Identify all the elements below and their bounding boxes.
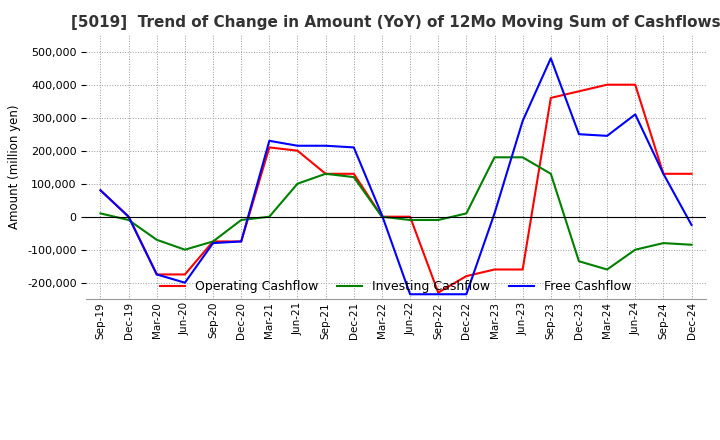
Free Cashflow (293, 143, 302, 148)
Free Cashflow (321, 143, 330, 148)
Operating Cashflow (575, 88, 583, 94)
Legend: Operating Cashflow, Investing Cashflow, Free Cashflow: Operating Cashflow, Investing Cashflow, … (156, 275, 636, 298)
Operating Cashflow (293, 148, 302, 153)
Operating Cashflow (237, 239, 246, 244)
Investing Cashflow (265, 214, 274, 220)
Operating Cashflow (349, 171, 358, 176)
Investing Cashflow (518, 154, 527, 160)
Investing Cashflow (237, 217, 246, 223)
Free Cashflow (546, 55, 555, 61)
Investing Cashflow (293, 181, 302, 187)
Free Cashflow (349, 145, 358, 150)
Operating Cashflow (434, 290, 443, 295)
Operating Cashflow (603, 82, 611, 87)
Operating Cashflow (265, 145, 274, 150)
Free Cashflow (659, 171, 667, 176)
Free Cashflow (209, 240, 217, 246)
Operating Cashflow (490, 267, 499, 272)
Free Cashflow (153, 272, 161, 277)
Free Cashflow (96, 187, 105, 193)
Free Cashflow (434, 292, 443, 297)
Operating Cashflow (546, 95, 555, 100)
Free Cashflow (687, 222, 696, 227)
Investing Cashflow (603, 267, 611, 272)
Investing Cashflow (321, 171, 330, 176)
Free Cashflow (575, 132, 583, 137)
Investing Cashflow (631, 247, 639, 253)
Operating Cashflow (209, 239, 217, 244)
Investing Cashflow (687, 242, 696, 247)
Operating Cashflow (518, 267, 527, 272)
Free Cashflow (462, 292, 471, 297)
Free Cashflow (237, 239, 246, 244)
Operating Cashflow (153, 272, 161, 277)
Investing Cashflow (153, 237, 161, 242)
Line: Operating Cashflow: Operating Cashflow (101, 84, 691, 293)
Free Cashflow (125, 214, 133, 220)
Free Cashflow (181, 280, 189, 286)
Operating Cashflow (181, 272, 189, 277)
Investing Cashflow (546, 171, 555, 176)
Operating Cashflow (321, 171, 330, 176)
Investing Cashflow (209, 239, 217, 244)
Operating Cashflow (687, 171, 696, 176)
Free Cashflow (406, 292, 415, 297)
Free Cashflow (603, 133, 611, 139)
Investing Cashflow (349, 174, 358, 180)
Operating Cashflow (631, 82, 639, 87)
Operating Cashflow (462, 274, 471, 279)
Free Cashflow (377, 213, 386, 218)
Investing Cashflow (659, 240, 667, 246)
Investing Cashflow (575, 259, 583, 264)
Operating Cashflow (659, 171, 667, 176)
Investing Cashflow (125, 217, 133, 223)
Free Cashflow (518, 118, 527, 124)
Title: [5019]  Trend of Change in Amount (YoY) of 12Mo Moving Sum of Cashflows: [5019] Trend of Change in Amount (YoY) o… (71, 15, 720, 30)
Investing Cashflow (434, 217, 443, 223)
Investing Cashflow (406, 217, 415, 223)
Investing Cashflow (181, 247, 189, 253)
Operating Cashflow (125, 214, 133, 220)
Free Cashflow (631, 112, 639, 117)
Operating Cashflow (406, 214, 415, 220)
Free Cashflow (490, 211, 499, 216)
Free Cashflow (265, 138, 274, 143)
Investing Cashflow (490, 154, 499, 160)
Y-axis label: Amount (million yen): Amount (million yen) (9, 105, 22, 229)
Investing Cashflow (96, 211, 105, 216)
Operating Cashflow (377, 214, 386, 220)
Investing Cashflow (462, 211, 471, 216)
Line: Free Cashflow: Free Cashflow (101, 58, 691, 294)
Line: Investing Cashflow: Investing Cashflow (101, 157, 691, 269)
Operating Cashflow (96, 187, 105, 193)
Investing Cashflow (377, 214, 386, 220)
